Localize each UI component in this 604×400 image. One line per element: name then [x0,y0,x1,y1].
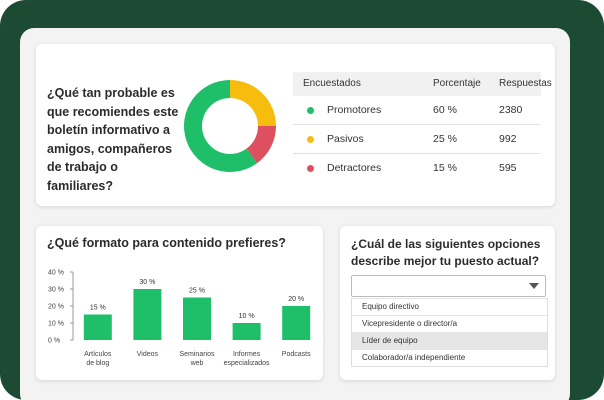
table-row: Promotores 60 % 2380 [293,96,541,125]
status-dot [307,107,314,114]
question: ¿Cuál de las siguientes opciones describ… [351,237,541,268]
options-list: Equipo directivo Vicepresidente o directo… [351,298,548,367]
dropdown-card: ¿Cuál de las siguientes opciones describ… [340,226,555,380]
table-cell: Promotores [327,104,382,116]
value-label: 10 % [239,313,255,320]
bar-chart: 0 % 10 % 20 % 30 % 40 % 15 % 30 % 25 % 10 % 20 % A… [36,226,323,380]
donut-slice [184,80,258,172]
option[interactable]: Líder de equipo [352,332,547,349]
y-tick-label: 20 % [48,304,64,311]
bar [133,289,162,340]
y-tick-label: 30 % [48,287,64,294]
y-tick-label: 0 % [48,338,60,345]
donut-slice [246,126,276,164]
bar [232,323,261,340]
table-cell: 2380 [499,104,523,116]
column-header: Encuestados [303,78,361,89]
question: ¿Qué tan probable es que recomiendes est… [47,86,179,193]
donut-slice [230,80,276,126]
x-tick-label: Podcasts [281,351,311,358]
dropdown[interactable] [351,275,546,297]
bar-plot: 0 % 10 % 20 % 30 % 40 % 15 % 30 % 25 % 10 % 20 % [48,270,311,345]
bar-card: ¿Qué formato para contenido prefieres? 0… [36,226,323,380]
table-row: Pasivos 25 % 992 [293,125,541,154]
chart-title: ¿Qué formato para contenido prefieres? [47,236,286,250]
table-cell: Detractores [327,162,382,174]
table-header: Encuestados Porcentaje Respuestas [293,72,552,96]
bar [282,306,311,340]
donut-chart [184,80,276,172]
table-cell: 25 % [433,133,457,145]
value-label: 30 % [139,279,155,286]
value-label: 25 % [189,288,205,295]
x-tick-label: Videos [136,351,159,358]
table-cell: 992 [499,133,517,145]
chevron [529,283,539,289]
table-cell: 595 [499,162,517,174]
x-tick-label: Artículos de blog [84,351,112,367]
column-header: Respuestas [499,78,552,89]
option[interactable]: Colaborador/a independiente [352,349,547,366]
option[interactable]: Vicepresidente o director/a [352,315,547,332]
status-dot [307,136,314,143]
x-tick-label: Seminarios web [179,351,215,367]
value-label: 20 % [288,296,304,303]
table-cell: Pasivos [327,133,364,145]
results-table: Encuestados Porcentaje Respuestas Promotore… [293,72,552,182]
status-dot [307,165,314,172]
table-row: Detractores 15 % 595 [293,154,541,182]
y-tick-label: 40 % [48,270,64,277]
table-cell: 60 % [433,104,457,116]
bar [83,314,112,340]
value-label: 15 % [90,305,106,312]
option[interactable]: Equipo directivo [352,298,547,315]
column-header: Porcentaje [433,78,481,89]
bar [183,297,211,340]
table-cell: 15 % [433,162,457,174]
nps-card: ¿Qué tan probable es que recomiendes est… [36,44,555,206]
x-tick-label: Informes especializados [223,351,270,367]
y-tick-label: 10 % [48,321,64,328]
